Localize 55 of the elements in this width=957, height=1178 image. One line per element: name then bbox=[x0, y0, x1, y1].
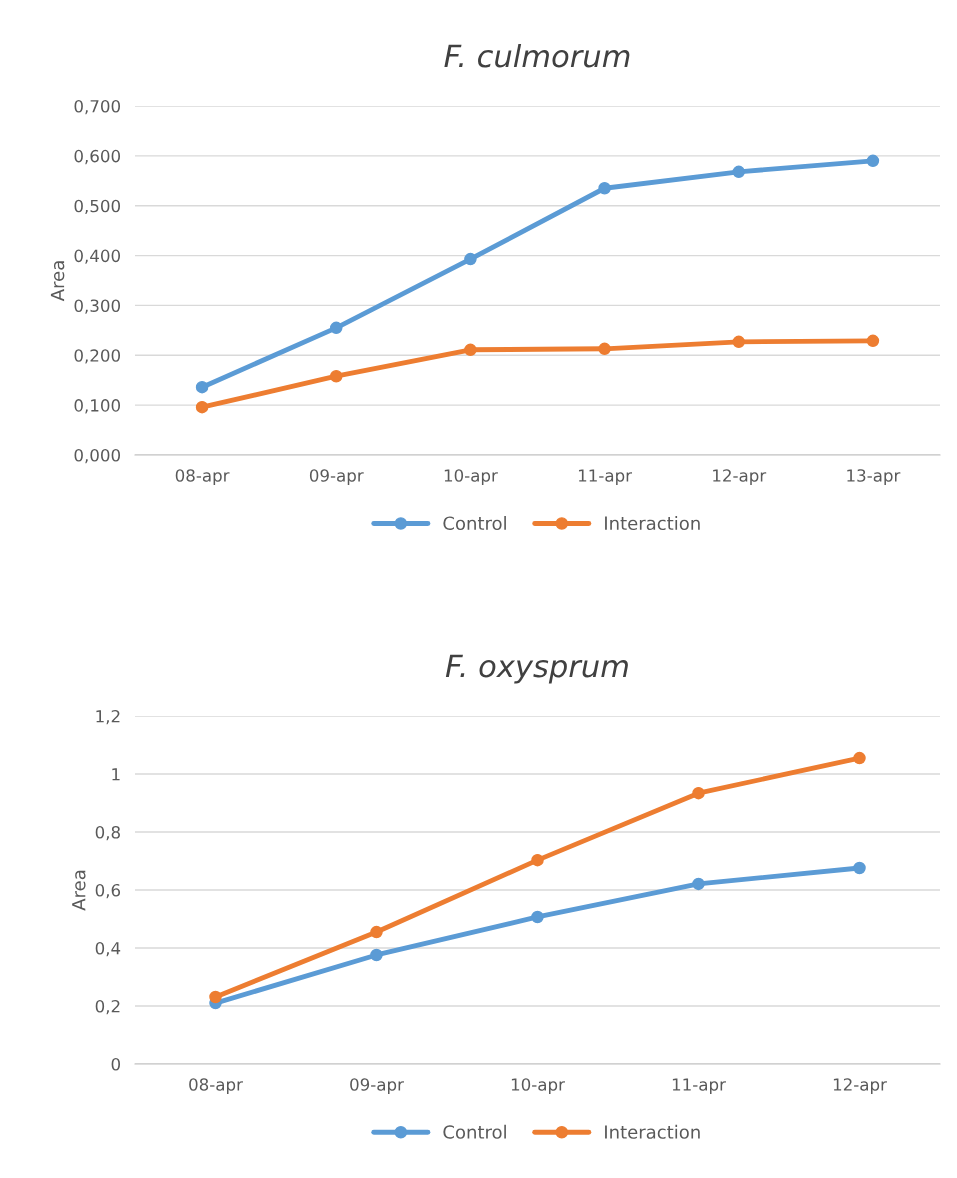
y-axis-title: Area bbox=[50, 261, 65, 302]
y-tick-label: 0,2 bbox=[95, 999, 120, 1015]
point bbox=[732, 165, 746, 179]
x-tick-label: 09-apr bbox=[309, 469, 364, 486]
point bbox=[598, 182, 611, 195]
chart-title: F. culmorum bbox=[444, 43, 630, 68]
point bbox=[866, 154, 880, 168]
x-tick-label: 09-apr bbox=[350, 1078, 404, 1095]
y-tick-label: 0 bbox=[111, 1057, 120, 1071]
point bbox=[195, 380, 209, 394]
y-tick-label: 1,2 bbox=[96, 709, 120, 725]
y-tick-label: 0,4 bbox=[95, 941, 121, 957]
y-tick-label: 0,8 bbox=[95, 825, 120, 841]
point bbox=[531, 853, 544, 867]
x-tick-label: 10-apr bbox=[444, 469, 498, 486]
y-tick-label: 0,6 bbox=[95, 883, 121, 899]
x-tick-label: 08-apr bbox=[189, 1078, 243, 1095]
point bbox=[853, 861, 866, 875]
x-tick-label: 12-apr bbox=[713, 469, 767, 486]
point bbox=[866, 334, 880, 348]
point bbox=[329, 369, 343, 383]
legend-label: Control bbox=[443, 516, 506, 531]
y-tick-label: 0,400 bbox=[74, 249, 120, 264]
y-tick-label: 0,700 bbox=[74, 99, 120, 115]
point bbox=[370, 948, 383, 962]
point bbox=[370, 925, 383, 939]
point bbox=[329, 321, 343, 335]
legend-label: Control bbox=[443, 1124, 506, 1139]
y-axis-title: Area bbox=[72, 870, 86, 911]
x-tick-label: 10-apr bbox=[511, 1078, 565, 1095]
point bbox=[195, 400, 209, 414]
point bbox=[464, 252, 477, 266]
y-tick-label: 0,300 bbox=[74, 299, 120, 314]
point bbox=[209, 990, 222, 1004]
y-tick-label: 1 bbox=[112, 768, 120, 781]
x-tick-label: 13-apr bbox=[847, 469, 901, 486]
point bbox=[464, 343, 477, 357]
y-tick-label: 0,500 bbox=[74, 199, 120, 214]
point bbox=[692, 786, 705, 800]
legend-label: Interaction bbox=[605, 516, 700, 531]
y-tick-label: 0,200 bbox=[74, 349, 120, 364]
y-tick-label: 0,000 bbox=[74, 448, 120, 464]
point bbox=[732, 335, 746, 349]
y-tick-label: 0,600 bbox=[74, 149, 120, 165]
point bbox=[531, 910, 544, 924]
y-tick-label: 0,100 bbox=[74, 399, 120, 414]
x-tick-label: 11-apr bbox=[578, 469, 633, 486]
x-tick-label: 08-apr bbox=[175, 469, 230, 486]
chart-title: F. oxysprum bbox=[445, 654, 628, 684]
x-tick-label: 11-apr bbox=[672, 1078, 726, 1095]
x-tick-label: 12-apr bbox=[833, 1078, 887, 1095]
legend-label: Interaction bbox=[605, 1124, 700, 1139]
point bbox=[853, 751, 866, 765]
point bbox=[598, 342, 611, 356]
point bbox=[692, 877, 705, 891]
